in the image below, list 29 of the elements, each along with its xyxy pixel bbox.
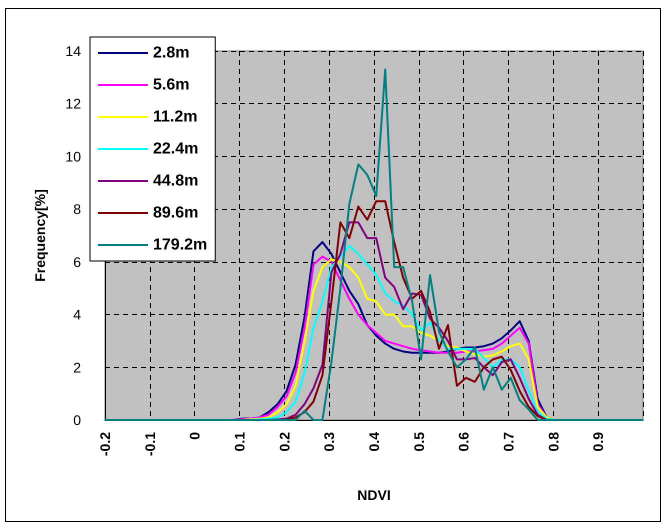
- x-axis-title: NDVI: [357, 487, 391, 503]
- y-axis-title: Frequency[%]: [32, 189, 48, 282]
- x-tick-label: 0: [186, 432, 203, 440]
- x-tick-label: 0.2: [276, 432, 292, 452]
- legend-label: 11.2m: [153, 108, 198, 126]
- y-tick-label: 12: [65, 96, 82, 112]
- y-tick-label: 6: [73, 254, 82, 270]
- y-tick-label: 2: [73, 359, 82, 376]
- legend-label: 22.4m: [153, 140, 198, 158]
- legend-label: 5.6m: [153, 76, 190, 94]
- x-tick-label: 0.6: [456, 432, 472, 452]
- y-tick-label: 10: [65, 148, 82, 164]
- y-tick-label: 8: [73, 201, 82, 218]
- x-tick-label: 0.1: [232, 432, 248, 452]
- x-tick-label: 0.9: [590, 432, 606, 452]
- y-tick-label: 0: [73, 412, 82, 428]
- x-tick-label: 0.3: [321, 432, 338, 452]
- x-tick-label: 0.8: [545, 432, 562, 452]
- y-tick-label: 4: [73, 306, 82, 323]
- x-tick-label: -0.2: [97, 432, 113, 456]
- x-tick-label: 0.5: [410, 432, 427, 452]
- x-tick-label: 0.7: [500, 432, 516, 452]
- x-tick-label: 0.4: [366, 432, 382, 452]
- legend-label: 2.8m: [153, 44, 190, 62]
- legend-label: 44.8m: [153, 172, 198, 190]
- legend-label: 179.2m: [153, 236, 208, 254]
- y-tick-label: 14: [65, 43, 82, 59]
- legend-label: 89.6m: [153, 204, 198, 222]
- x-tick-label: -0.1: [142, 432, 158, 456]
